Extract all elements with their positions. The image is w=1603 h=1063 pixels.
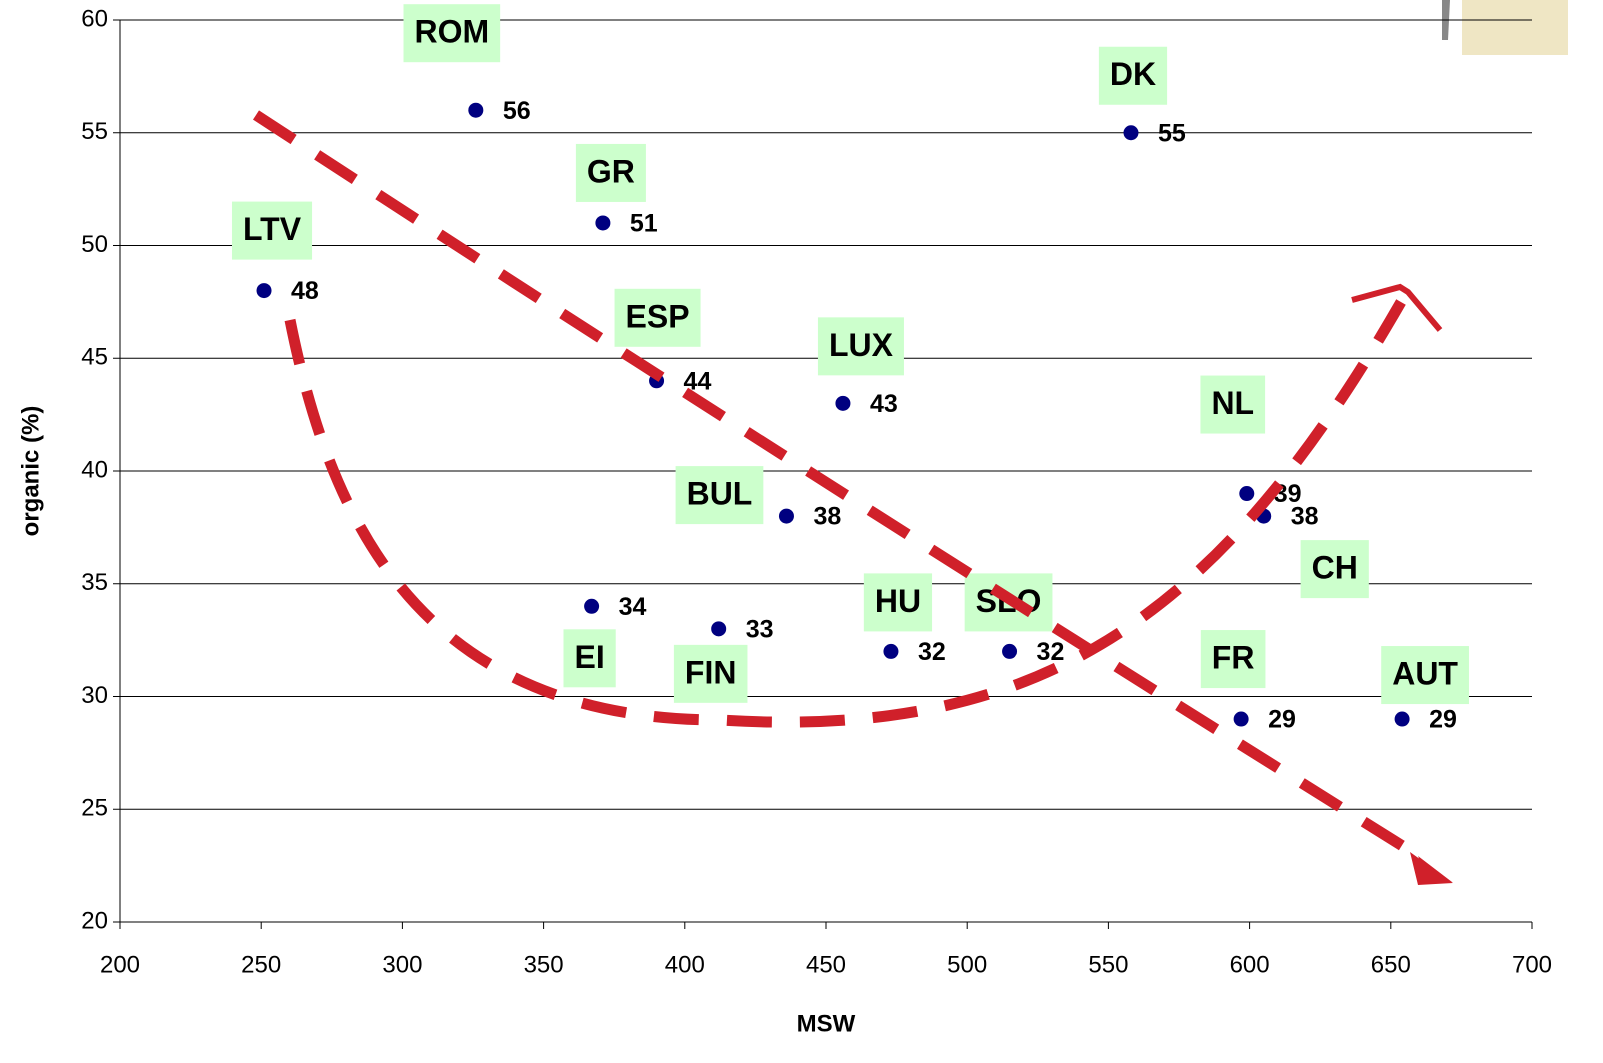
page: {"chart_data": {"type": "scatter", "x_la… [0, 0, 1603, 1063]
chart: 20 25 30 35 40 45 50 55 60 200 250 300 350 400 450 500 5… [0, 0, 1603, 1063]
point-label: CH [1312, 550, 1358, 586]
point [584, 599, 599, 614]
y-tick-label: 55 [81, 118, 108, 145]
point [711, 621, 726, 636]
value-label: 29 [1429, 706, 1457, 734]
point-label: DK [1110, 56, 1156, 92]
y-axis-title: organic (%) [17, 406, 44, 537]
plot-area: 20 25 30 35 40 45 50 55 60 200 250 300 350 400 450 500 5… [81, 4, 1552, 978]
x-tick-label: 300 [382, 951, 422, 978]
value-label: 38 [813, 503, 841, 531]
point-label: GR [587, 153, 635, 189]
value-label: 33 [746, 615, 774, 643]
x-tick-label: 700 [1512, 951, 1552, 978]
point-label: BUL [687, 476, 753, 512]
value-label: 29 [1268, 706, 1296, 734]
point-label: AUT [1392, 656, 1458, 692]
value-label: 38 [1291, 503, 1319, 531]
point-label: ESP [626, 298, 690, 334]
point-label: NL [1211, 385, 1254, 421]
value-label: 56 [503, 97, 531, 125]
point-label: LTV [243, 211, 302, 247]
point [1239, 486, 1254, 501]
x-tick-label: 250 [241, 951, 281, 978]
x-tick-label: 200 [100, 951, 140, 978]
y-tick-label: 60 [81, 5, 108, 32]
x-axis-title: MSW [797, 1010, 856, 1037]
point-label: HU [875, 583, 921, 619]
point [468, 103, 483, 118]
value-label: 34 [619, 593, 647, 621]
point [779, 509, 794, 524]
point [257, 283, 272, 298]
x-tick-label: 550 [1088, 951, 1128, 978]
point [835, 396, 850, 411]
trend-arrowhead [1410, 852, 1453, 885]
x-tick-label: 650 [1371, 951, 1411, 978]
point-label: FIN [685, 654, 737, 690]
y-tick-label: 45 [81, 344, 108, 371]
corner-picture [1462, 0, 1568, 55]
value-label: 55 [1158, 119, 1186, 147]
value-label: 43 [870, 390, 898, 418]
y-tick-label: 50 [81, 231, 108, 258]
value-label: 51 [630, 210, 658, 238]
value-label: 48 [291, 277, 319, 305]
point [1234, 712, 1249, 727]
point-label: EI [574, 639, 604, 675]
point [883, 644, 898, 659]
point [1123, 125, 1138, 140]
x-tick-label: 450 [806, 951, 846, 978]
y-tick-label: 35 [81, 569, 108, 596]
y-tick-label: 40 [81, 456, 108, 483]
y-tick-label: 30 [81, 682, 108, 709]
point-label: ROM [414, 14, 489, 50]
x-tick-label: 350 [524, 951, 564, 978]
point [595, 215, 610, 230]
x-tick-label: 400 [665, 951, 705, 978]
value-label: 32 [1037, 638, 1065, 666]
point [1002, 644, 1017, 659]
x-tick-label: 600 [1230, 951, 1270, 978]
y-tick-label: 20 [81, 907, 108, 934]
value-label: 32 [918, 638, 946, 666]
point-label: FR [1212, 640, 1255, 676]
x-tick-label: 500 [947, 951, 987, 978]
y-tick-label: 25 [81, 795, 108, 822]
point-label: LUX [829, 327, 894, 363]
point [1395, 712, 1410, 727]
